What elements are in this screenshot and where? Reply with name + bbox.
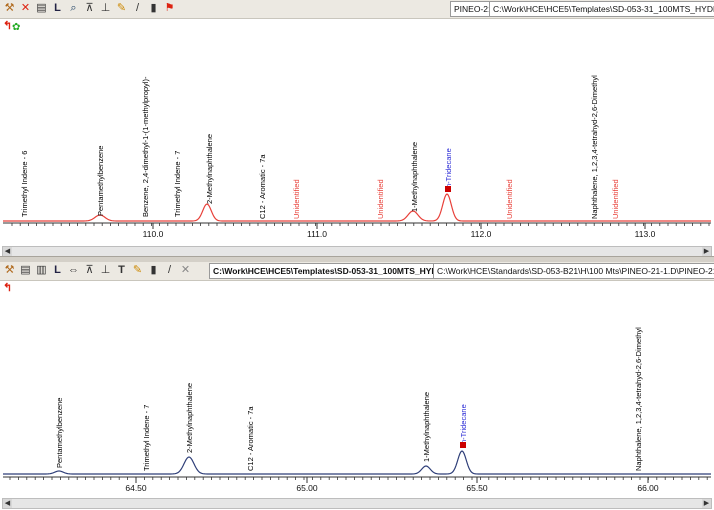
align-icon[interactable]: ⇔ [68,264,79,276]
x-axis-tick-label: 112.0 [471,229,492,239]
peak-label: n-Tridecane [459,404,468,444]
x-axis-tick-label: 110.0 [143,229,164,239]
peak-label: Naphthalene, 1,2,3,4-tetrahyd-2,6-Dimeth… [590,75,599,219]
peak-label: Unidentified [611,179,620,219]
peak-label: Unidentified [376,179,385,219]
wrench-icon[interactable]: ⚒ [4,2,15,14]
marker-icon[interactable]: ▮ [150,2,157,14]
reset-icon[interactable]: ↰ [3,282,13,294]
x-axis-tick-label: 65.00 [296,483,318,493]
label-icon[interactable]: L [54,2,61,14]
bottom-horizontal-scrollbar[interactable]: ◀ ▶ [2,498,712,509]
scroll-right-icon[interactable]: ▶ [702,247,711,256]
peak-label: Trimethyl Indene - 7 [142,405,151,471]
print-icon[interactable]: ▤ [36,2,47,14]
peak-label: C12 - Aromatic - 7a [258,154,267,219]
peak-label: Trimethyl Indene - 7 [173,151,182,217]
bottom-toolbar: ⚒ ▤ ▥ L ⇔ ⊼ ⊥ T ✎ ▮ / ✕ C:\Work\HCE\HCE5… [0,262,714,281]
top-chromatogram-pane: ↰ ✿ 110.0 111.0 112.0 113.0 Trimethyl Indene… [0,19,714,257]
integrate-icon[interactable]: ⊼ [85,264,94,276]
peak-label: Unidentified [505,179,514,219]
baseline-icon[interactable]: ⊥ [100,2,111,14]
peak-label: n-Tridecane [444,148,453,188]
scroll-left-icon[interactable]: ◀ [3,499,12,508]
label-icon[interactable]: L [54,264,61,276]
peak-label: Unidentified [292,179,301,219]
x-axis-tick-label: 113.0 [635,229,656,239]
bottom-chromatogram-pane: ↰ 64.50 65.00 65.50 66.00 Pentamethylbenzene… [0,281,714,510]
close-icon[interactable]: ✕ [180,264,191,276]
integrate-icon[interactable]: ⊼ [85,2,94,14]
settings-icon[interactable]: ✿ [12,22,21,33]
compare-icon[interactable]: ▥ [36,264,47,276]
peak-marker-icon [460,442,466,448]
x-axis-tick-label: 64.50 [125,483,147,493]
peak-label: Pentamethylbenzene [55,398,64,468]
x-axis-tick-label: 66.00 [637,483,659,493]
data-file-path-field[interactable]: C:\Work\HCE\Standards\SD-053-B21\H\100 M… [433,263,714,279]
peak-label: Trimethyl Indene - 6 [20,151,29,217]
peak-label: 1-Methylnaphthalene [410,142,419,212]
zoom-icon[interactable]: ⌕ [70,2,77,14]
peak-label: Pentamethylbenzene [96,146,105,216]
chromatogram-trace [3,450,711,475]
peak-label: Naphthalene, 1,2,3,4-tetrahyd-2,6-Dimeth… [634,327,643,471]
flag-icon[interactable]: ⚑ [164,2,175,14]
peak-label: 2-Methylnaphthalene [205,134,214,204]
pointer-icon[interactable]: / [135,2,140,14]
draw-icon[interactable]: ✎ [116,2,127,14]
top-toolbar-icons: ⚒ ✕ ▤ L ⌕ ⊼ ⊥ ✎ / ▮ ⚑ [2,1,177,17]
top-toolbar: ⚒ ✕ ▤ L ⌕ ⊼ ⊥ ✎ / ▮ ⚑ PINEO-21 C:\Work\H… [0,0,714,19]
x-axis-tick-label: 65.50 [466,483,488,493]
pointer-icon[interactable]: / [167,264,172,276]
peak-label: 1-Methylnaphthalene [422,392,431,462]
bottom-toolbar-icons: ⚒ ▤ ▥ L ⇔ ⊼ ⊥ T ✎ ▮ / ✕ [2,263,193,279]
method-path-field[interactable]: C:\Work\HCE\HCE5\Templates\SD-053-31_100… [489,1,714,17]
text-icon[interactable]: T [118,264,125,276]
marker-icon[interactable]: ▮ [150,264,157,276]
method-path-field[interactable]: C:\Work\HCE\HCE5\Templates\SD-053-31_100… [209,263,438,279]
delete-icon[interactable]: ✕ [20,2,31,14]
wrench-icon[interactable]: ⚒ [4,264,15,276]
peak-marker-icon [445,186,451,192]
chromatogram-trace [3,193,711,222]
print-icon[interactable]: ▤ [20,264,31,276]
scroll-right-icon[interactable]: ▶ [702,499,711,508]
scroll-left-icon[interactable]: ◀ [3,247,12,256]
peak-label: C12 - Aromatic - 7a [246,406,255,471]
top-chromatogram[interactable]: 110.0 111.0 112.0 113.0 Trimethyl Indene - 6… [0,19,714,257]
draw-icon[interactable]: ✎ [132,264,143,276]
bottom-chromatogram[interactable]: 64.50 65.00 65.50 66.00 Pentamethylbenzene Tr… [0,281,714,510]
peak-label: 2-Methylnaphthalene [185,383,194,453]
peak-label: Benzene, 2,4-dimethyl-1-(1-methylpropyl)… [141,76,150,217]
x-axis-tick-label: 111.0 [307,229,327,239]
reset-icon[interactable]: ↰ [3,20,13,32]
baseline-icon[interactable]: ⊥ [100,264,111,276]
